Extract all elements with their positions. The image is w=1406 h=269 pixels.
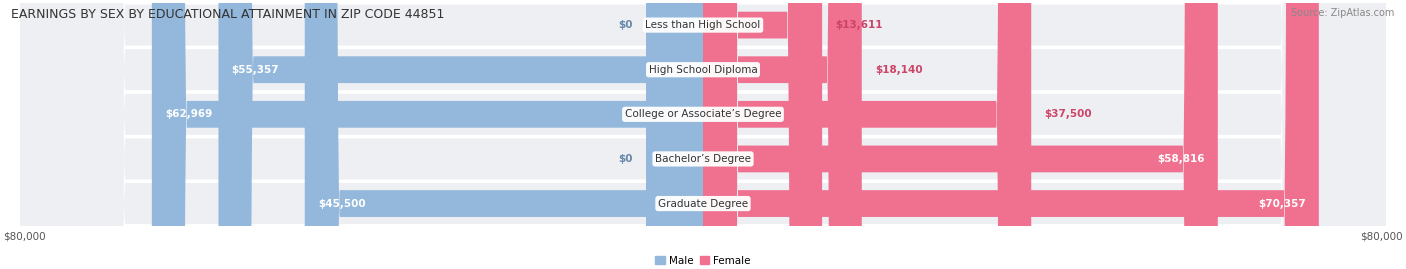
Text: High School Diploma: High School Diploma [648, 65, 758, 75]
Text: $62,969: $62,969 [165, 109, 212, 119]
Text: $55,357: $55,357 [232, 65, 280, 75]
Text: $0: $0 [619, 20, 633, 30]
FancyBboxPatch shape [703, 0, 1031, 269]
Text: EARNINGS BY SEX BY EDUCATIONAL ATTAINMENT IN ZIP CODE 44851: EARNINGS BY SEX BY EDUCATIONAL ATTAINMEN… [11, 8, 444, 21]
Text: Bachelor’s Degree: Bachelor’s Degree [655, 154, 751, 164]
Text: $80,000: $80,000 [1361, 231, 1403, 241]
FancyBboxPatch shape [20, 0, 1386, 269]
Text: $37,500: $37,500 [1045, 109, 1092, 119]
FancyBboxPatch shape [703, 0, 1319, 269]
FancyBboxPatch shape [703, 0, 862, 269]
FancyBboxPatch shape [152, 0, 703, 269]
Text: $58,816: $58,816 [1157, 154, 1205, 164]
FancyBboxPatch shape [647, 0, 703, 269]
FancyBboxPatch shape [20, 0, 1386, 269]
FancyBboxPatch shape [703, 0, 1218, 269]
FancyBboxPatch shape [20, 0, 1386, 269]
Text: College or Associate’s Degree: College or Associate’s Degree [624, 109, 782, 119]
FancyBboxPatch shape [20, 0, 1386, 269]
FancyBboxPatch shape [218, 0, 703, 269]
FancyBboxPatch shape [305, 0, 703, 269]
Text: $0: $0 [619, 154, 633, 164]
Text: Less than High School: Less than High School [645, 20, 761, 30]
Text: $13,611: $13,611 [835, 20, 883, 30]
Text: $45,500: $45,500 [318, 199, 366, 208]
Text: $80,000: $80,000 [3, 231, 45, 241]
FancyBboxPatch shape [647, 0, 703, 269]
FancyBboxPatch shape [20, 0, 1386, 269]
Text: $70,357: $70,357 [1258, 199, 1306, 208]
Legend: Male, Female: Male, Female [651, 252, 755, 269]
Text: Source: ZipAtlas.com: Source: ZipAtlas.com [1291, 8, 1395, 18]
Text: Graduate Degree: Graduate Degree [658, 199, 748, 208]
FancyBboxPatch shape [703, 0, 823, 269]
Text: $18,140: $18,140 [875, 65, 922, 75]
